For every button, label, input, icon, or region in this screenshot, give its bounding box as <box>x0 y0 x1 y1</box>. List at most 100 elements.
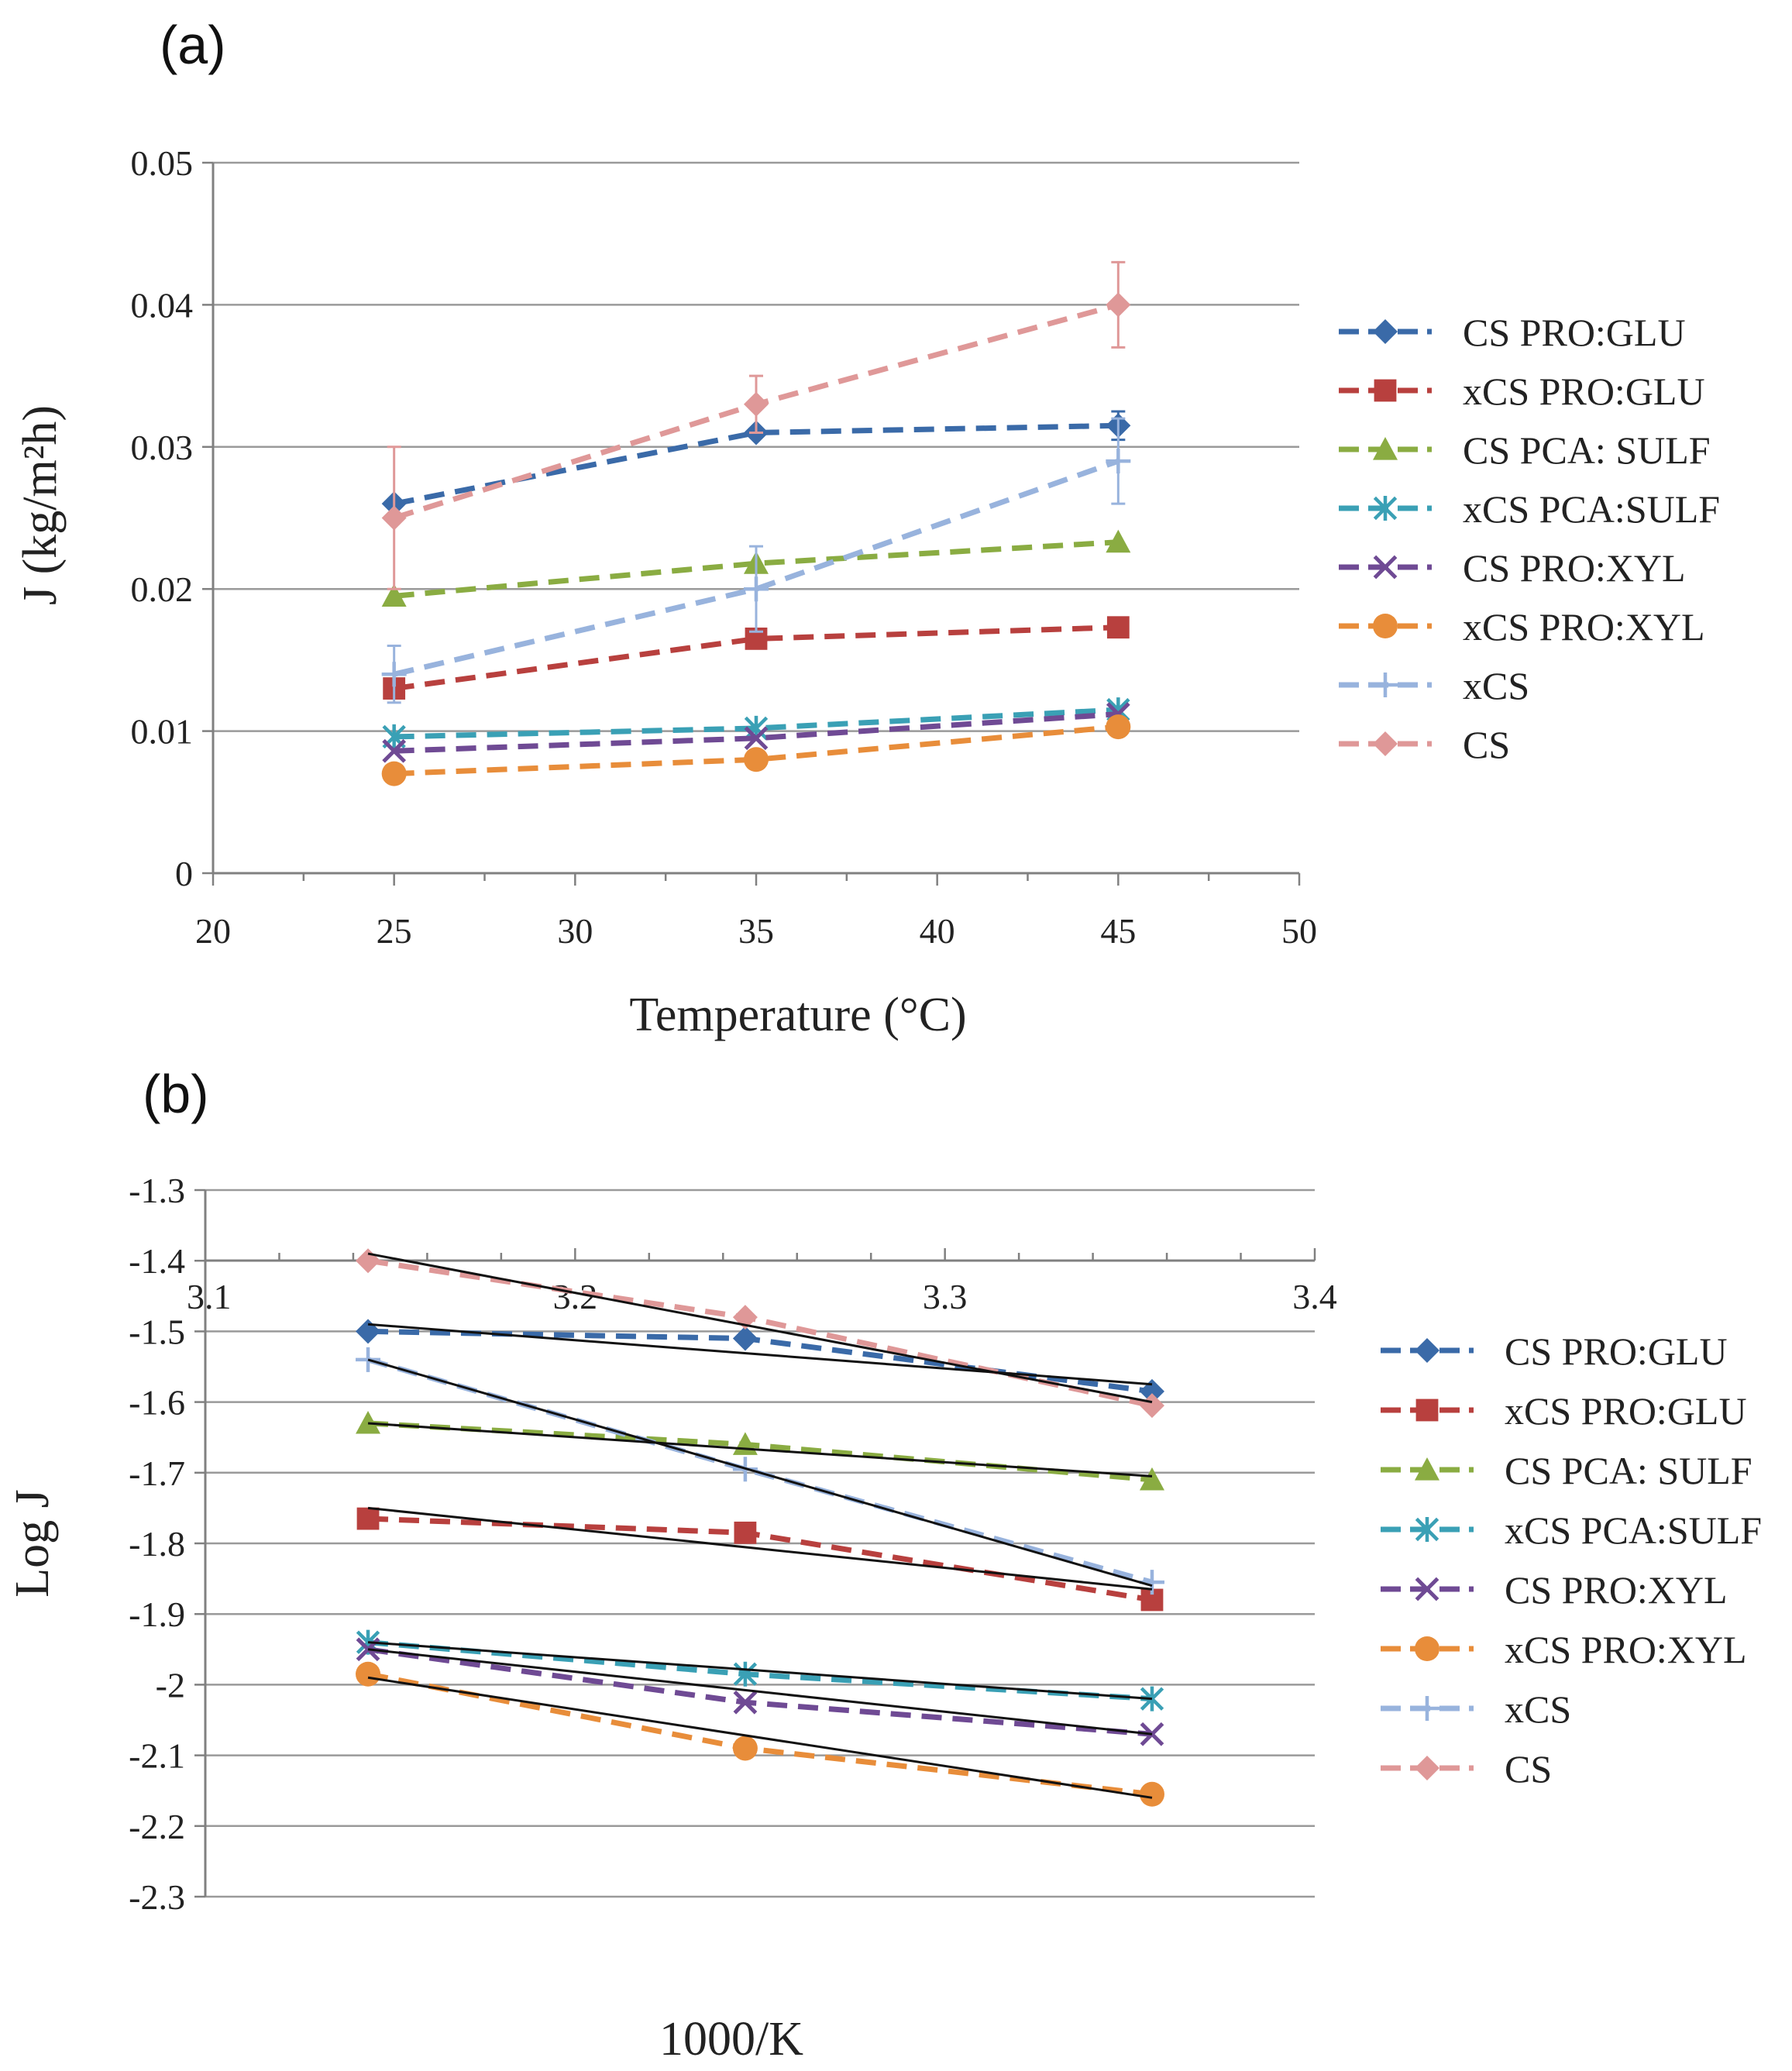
y-tick-label: 0.02 <box>131 569 194 609</box>
legend-label: CS PCA: SULF <box>1505 1449 1752 1492</box>
data-point <box>381 761 407 786</box>
legend-marker <box>1415 1457 1439 1481</box>
y-tick-label: 0.01 <box>131 712 194 752</box>
data-point <box>1139 1378 1164 1404</box>
x-tick-label: 3.1 <box>187 1277 232 1316</box>
legend-item-cs-pro-glu: CS PRO:GLU <box>1339 311 1686 354</box>
x-tick-label: 3.3 <box>923 1277 968 1316</box>
legend-item-xcs-pro-glu: xCS PRO:GLU <box>1339 370 1705 413</box>
series-line <box>367 1328 1153 1395</box>
legend-marker <box>1373 731 1398 756</box>
legend-marker <box>1415 1517 1439 1542</box>
series-xcs-pro-xyl <box>381 714 1131 786</box>
y-tick-label: -1.4 <box>129 1241 185 1281</box>
x-tick-label: 3.4 <box>1292 1277 1337 1316</box>
x-tick-label: 30 <box>557 911 593 951</box>
legend-marker <box>1415 1696 1439 1721</box>
legend-marker <box>1373 319 1398 344</box>
legend-marker <box>1373 673 1398 697</box>
y-tick-label: -2.3 <box>129 1877 185 1917</box>
legend-marker <box>1373 496 1398 521</box>
data-point <box>382 738 407 763</box>
x-axis-title: Temperature (°C) <box>629 989 966 1041</box>
legend-marker <box>1415 1398 1439 1422</box>
data-point <box>1106 616 1130 639</box>
series-line <box>394 711 1119 754</box>
data-point <box>381 505 407 531</box>
series-cs <box>381 260 1131 590</box>
panel-a-chart: (a) 0 0.01 0.02 0.03 0.04 0.05 20 25 30 35 40 45 50 Te… <box>14 15 1720 1041</box>
legend-label: CS PCA: SULF <box>1463 428 1711 472</box>
data-point <box>1139 1393 1164 1419</box>
y-tick-label: 0.03 <box>131 428 194 467</box>
trend-line <box>367 1676 1153 1799</box>
data-point <box>1106 714 1131 740</box>
trend-line <box>367 1648 1153 1736</box>
legend-label: xCS PCA:SULF <box>1463 487 1720 531</box>
series-line <box>394 624 1119 692</box>
legend: CS PRO:GLU xCS PRO:GLU CS PCA: SULF xCS PCA… <box>1381 1330 1762 1791</box>
data-point <box>1106 292 1131 318</box>
series-line <box>394 539 1119 599</box>
x-tick-label: 50 <box>1281 911 1317 951</box>
legend-label: CS PRO:XYL <box>1505 1568 1728 1612</box>
panel-b-chart: (b) -1.3 -1.4 -1.5 -1.6 -1.7 -1.8 -1.9 -2 -2.1 -2.… <box>6 1064 1762 2066</box>
y-tick-label: -1.3 <box>129 1171 185 1210</box>
data-point <box>356 1410 381 1434</box>
legend-marker <box>1415 1756 1439 1780</box>
y-axis-title: Log J <box>6 1489 59 1598</box>
data-point <box>1106 529 1131 553</box>
series-line <box>394 724 1119 777</box>
trend-line <box>367 1641 1153 1701</box>
y-tick-label: -1.7 <box>129 1453 185 1493</box>
data-point <box>733 1661 758 1687</box>
legend-marker <box>1373 555 1398 580</box>
legend-label: xCS <box>1505 1687 1571 1731</box>
trend-line <box>367 1252 1153 1404</box>
legend-item-cs: CS <box>1381 1747 1552 1791</box>
data-point <box>744 576 769 602</box>
trend-line <box>367 1506 1153 1591</box>
legend-marker <box>1374 379 1397 402</box>
trend-line <box>367 1323 1153 1386</box>
legend-label: xCS PRO:XYL <box>1505 1628 1747 1671</box>
legend-item-xcs-pca-sulf: xCS PCA:SULF <box>1339 487 1720 531</box>
legend-item-cs-pro-xyl: CS PRO:XYL <box>1381 1568 1728 1612</box>
trend-line <box>367 1422 1153 1478</box>
legend-label: CS <box>1505 1747 1552 1791</box>
data-point <box>732 1736 758 1761</box>
x-tick-label: 40 <box>920 911 955 951</box>
series-xcs-pro-glu <box>356 1507 1164 1612</box>
legend-item-xcs: xCS <box>1381 1687 1571 1731</box>
data-point <box>381 662 407 687</box>
series-line <box>367 1515 1153 1603</box>
legend-label: CS PRO:GLU <box>1505 1330 1728 1373</box>
series-xcs <box>381 417 1131 704</box>
x-tick-label: 25 <box>377 911 412 951</box>
data-point <box>744 726 769 751</box>
panel-label: (b) <box>143 1064 209 1124</box>
legend-item-cs-pca-sulf: CS PCA: SULF <box>1339 428 1711 472</box>
y-tick-label: 0.04 <box>131 285 194 325</box>
legend-label: xCS PRO:XYL <box>1463 605 1705 648</box>
data-point <box>744 747 769 772</box>
data-point <box>356 1507 380 1530</box>
x-axis-title: 1000/K <box>659 2013 803 2066</box>
data-point <box>734 1521 757 1544</box>
legend-marker <box>1415 1338 1439 1363</box>
trend-line <box>367 1358 1153 1588</box>
x-tick-label: 35 <box>738 911 774 951</box>
y-tick-label: -1.9 <box>129 1595 185 1634</box>
data-point <box>1139 1781 1164 1807</box>
legend-item-xcs-pro-glu: xCS PRO:GLU <box>1381 1389 1747 1433</box>
y-tick-label: -1.5 <box>129 1312 185 1351</box>
y-axis-title: J (kg/m²h) <box>14 405 67 605</box>
legend-marker <box>1373 437 1398 460</box>
data-point <box>732 1326 758 1351</box>
y-tick-label: -2 <box>156 1665 185 1705</box>
legend-item-xcs-pro-xyl: xCS PRO:XYL <box>1339 605 1705 648</box>
legend-item-cs-pro-xyl: CS PRO:XYL <box>1339 546 1686 590</box>
data-point <box>1139 1467 1164 1491</box>
data-point <box>356 1248 381 1274</box>
